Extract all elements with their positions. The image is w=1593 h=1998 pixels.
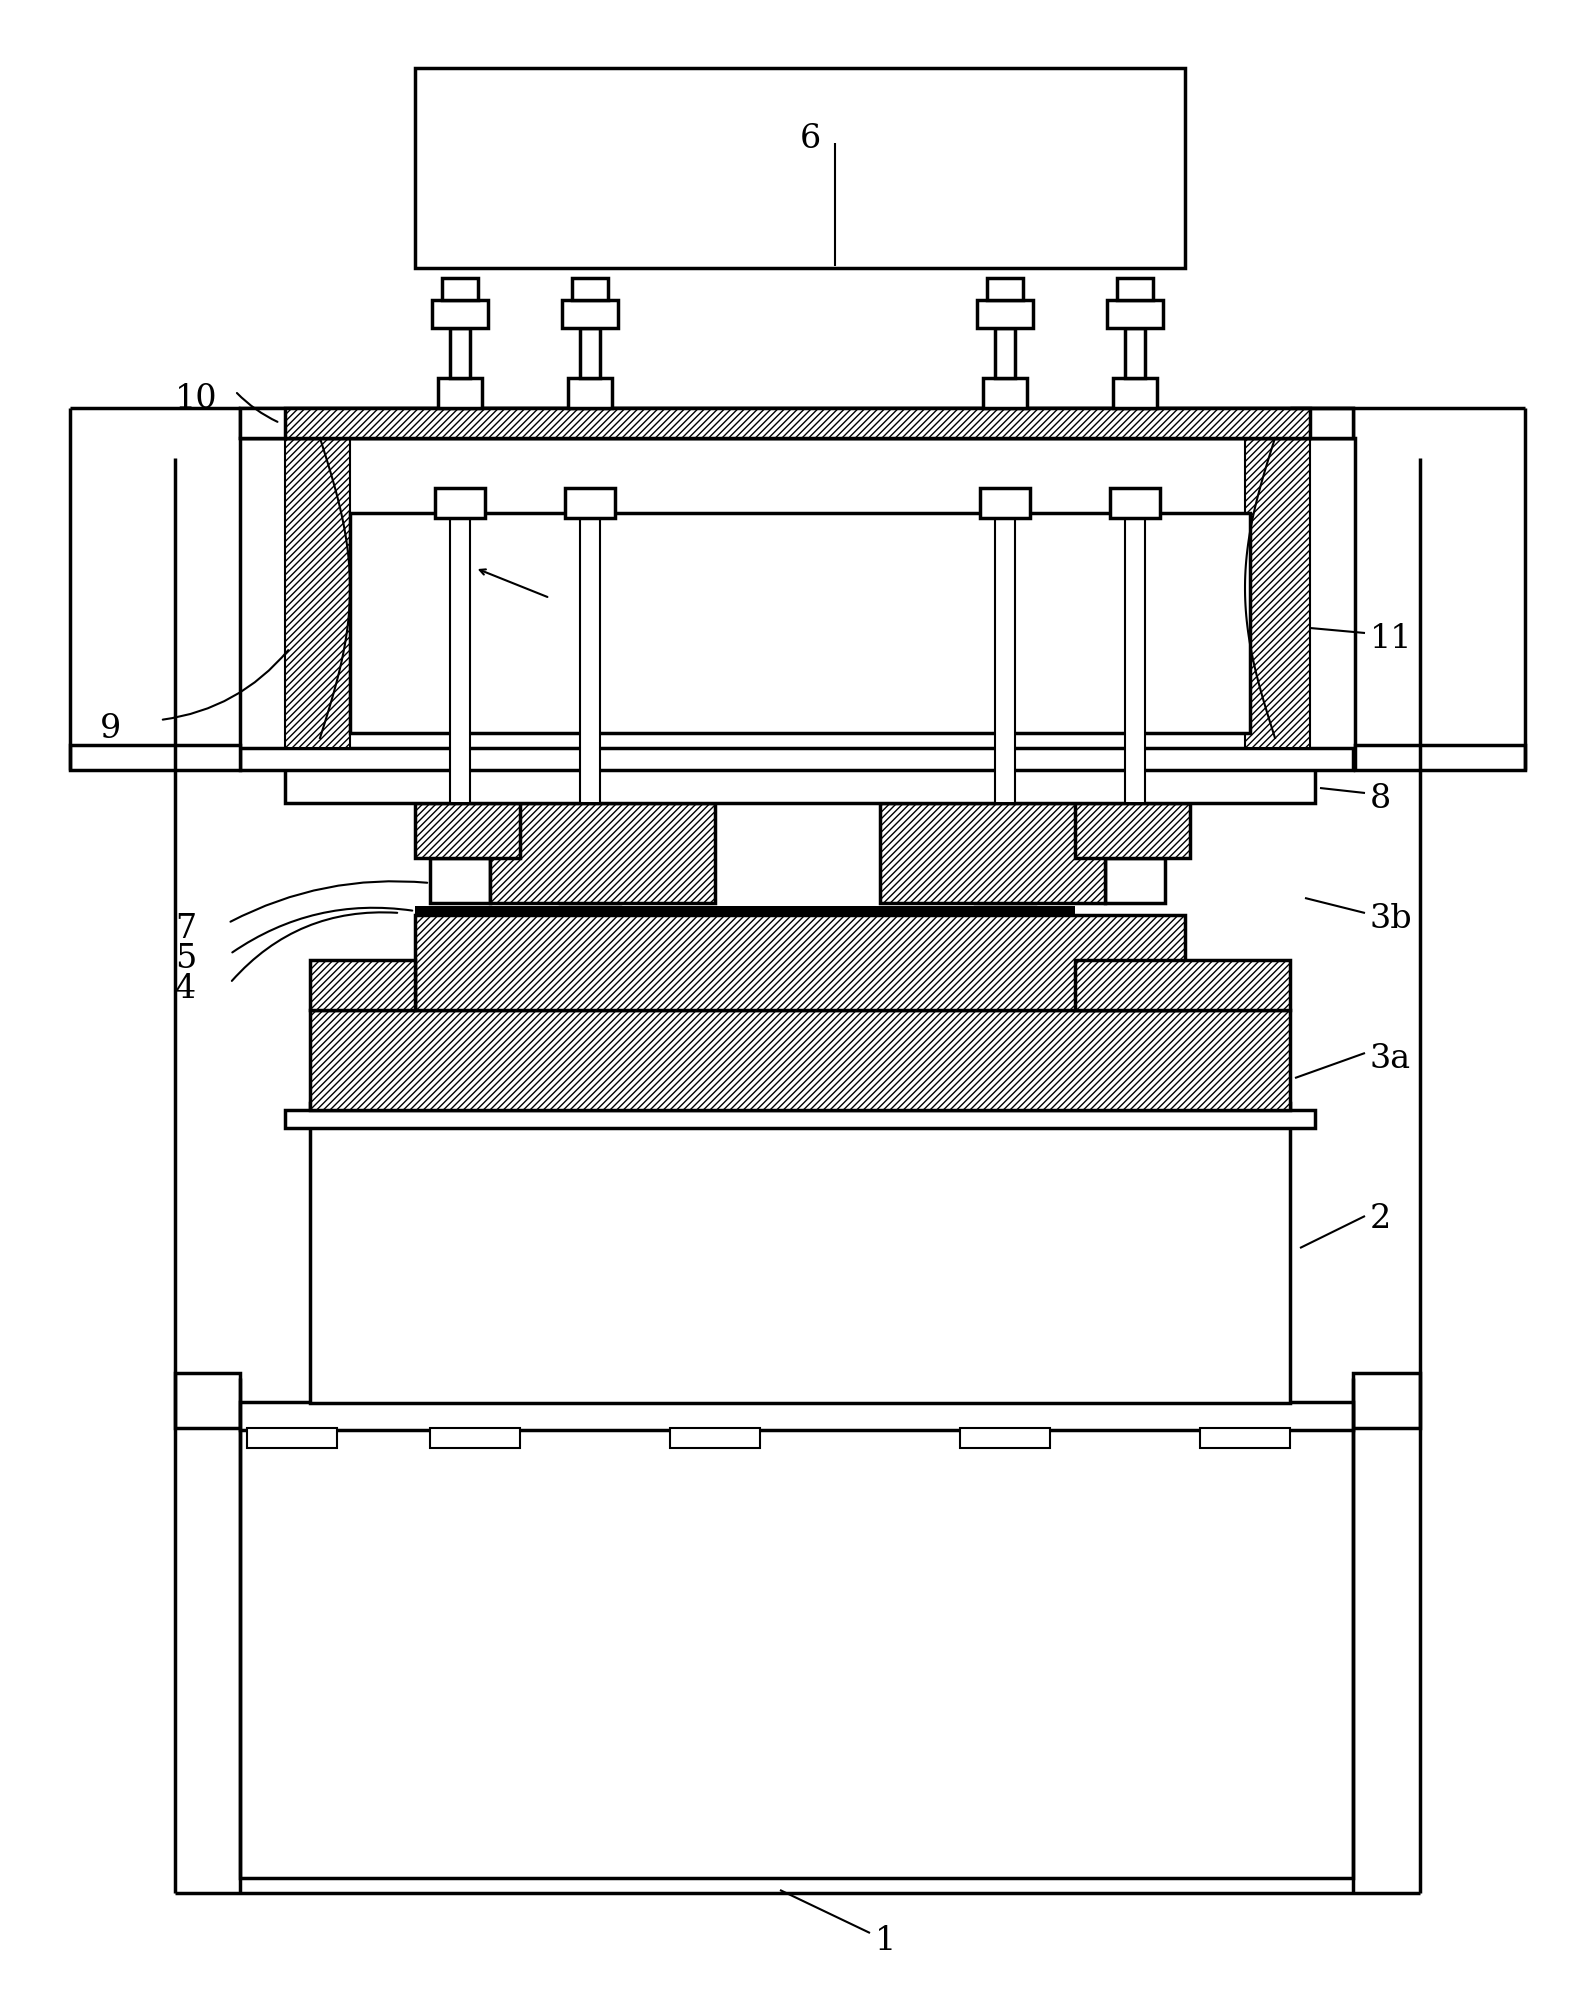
Bar [1290, 440, 1356, 769]
Bar [416, 907, 1075, 915]
Bar [1200, 1429, 1290, 1449]
Bar [311, 961, 416, 1011]
Bar [70, 745, 241, 771]
Bar [1085, 1403, 1215, 1431]
Bar [1246, 440, 1309, 749]
Bar [975, 859, 1035, 903]
Bar [1075, 961, 1290, 1011]
Bar [175, 1373, 241, 1429]
Bar [491, 803, 715, 903]
Bar [241, 1429, 1352, 1878]
Bar [720, 1403, 961, 1431]
Bar [449, 330, 470, 380]
Bar [438, 380, 483, 410]
Bar [311, 1103, 1290, 1403]
Bar [580, 503, 601, 803]
Bar [1117, 280, 1153, 302]
Text: 6: 6 [800, 124, 822, 156]
Bar [1106, 859, 1164, 903]
Text: 1: 1 [875, 1924, 897, 1956]
Bar [285, 440, 350, 749]
Bar [580, 330, 601, 380]
Text: 11: 11 [1370, 623, 1413, 655]
Text: 3a: 3a [1370, 1043, 1411, 1075]
Bar [1125, 503, 1145, 803]
Bar [988, 280, 1023, 302]
Text: 4: 4 [175, 973, 196, 1005]
Bar [1352, 1373, 1419, 1429]
Bar [285, 410, 1309, 440]
Bar [247, 1429, 338, 1449]
Bar [1125, 330, 1145, 380]
Bar [350, 513, 1251, 733]
Bar [561, 859, 620, 903]
Bar [983, 380, 1027, 410]
Bar [961, 1429, 1050, 1449]
Text: 8: 8 [1370, 783, 1391, 815]
Bar [572, 280, 609, 302]
Text: 10: 10 [175, 384, 218, 416]
Bar [980, 490, 1031, 519]
Bar [562, 302, 618, 330]
Bar [311, 1011, 1290, 1111]
Bar [416, 70, 1185, 270]
Text: 3b: 3b [1370, 903, 1413, 935]
Bar [430, 859, 491, 903]
Bar [977, 302, 1032, 330]
Bar [996, 503, 1015, 803]
Bar [241, 1403, 1352, 1431]
Bar [1110, 490, 1160, 519]
Bar [241, 410, 1352, 440]
Bar [441, 280, 478, 302]
Bar [285, 1111, 1314, 1129]
Text: 5: 5 [175, 943, 196, 975]
Bar [416, 915, 1185, 1011]
Bar [449, 503, 470, 803]
Bar [430, 1429, 519, 1449]
Bar [879, 803, 1106, 903]
Bar [241, 749, 1352, 771]
Bar [416, 803, 519, 859]
Bar [435, 490, 484, 519]
Bar [996, 330, 1015, 380]
Bar [285, 769, 1314, 803]
Bar [671, 1429, 760, 1449]
Text: 9: 9 [100, 713, 121, 745]
Bar [1107, 302, 1163, 330]
Bar [1075, 803, 1190, 859]
Bar [569, 380, 612, 410]
Bar [241, 410, 1352, 440]
Text: 2: 2 [1370, 1203, 1391, 1235]
Bar [566, 490, 615, 519]
Bar [355, 1403, 479, 1431]
Bar [432, 302, 487, 330]
Bar [241, 440, 304, 769]
Text: 7: 7 [175, 913, 196, 945]
Bar [1114, 380, 1157, 410]
Bar [1356, 745, 1525, 771]
